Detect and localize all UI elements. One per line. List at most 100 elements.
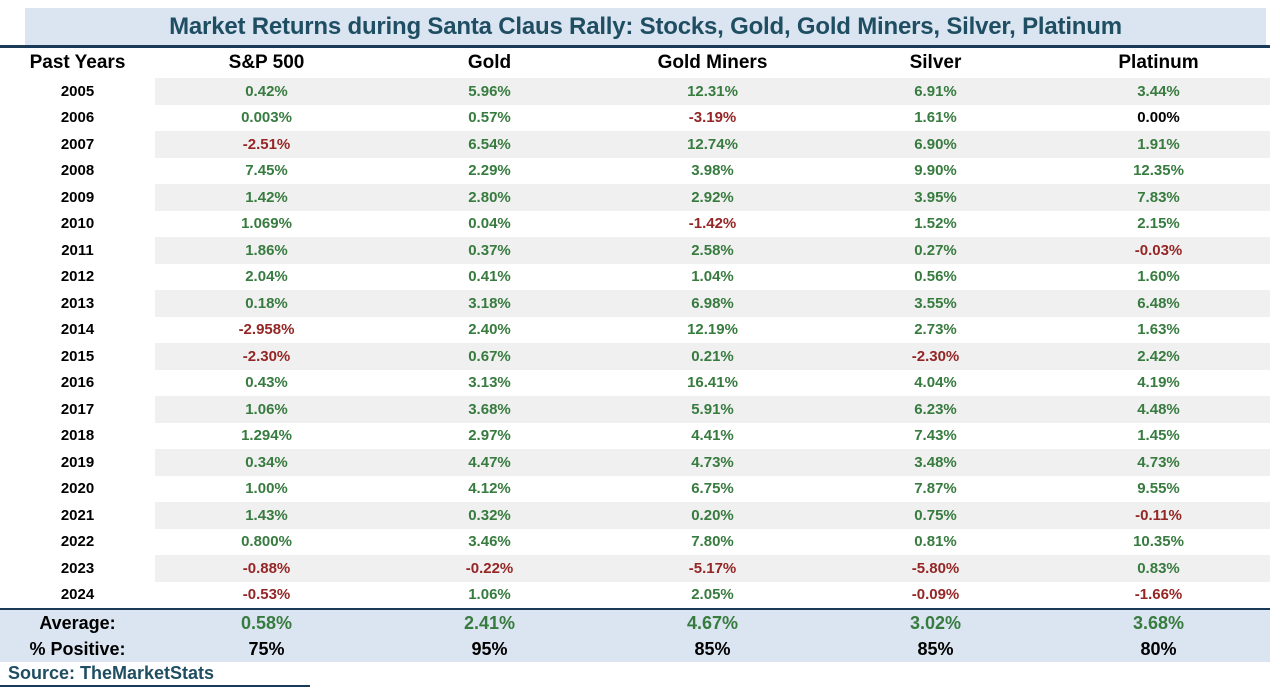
table-title-bar: Market Returns during Santa Claus Rally:…: [25, 8, 1266, 45]
percent-positive-gold: 95%: [471, 638, 508, 659]
year-cell: 2011: [61, 241, 94, 259]
return-value-cell: 1.86%: [155, 237, 378, 264]
return-value-cell: 1.06%: [468, 586, 511, 604]
average-value-gold-miners: 4.67%: [686, 612, 739, 633]
return-value-cell: 3.46%: [468, 533, 511, 551]
return-value-cell: 4.47%: [378, 449, 601, 476]
return-value-cell: -0.03%: [1047, 237, 1270, 264]
return-value-cell: 6.98%: [601, 290, 824, 317]
year-cell: 2016: [60, 374, 95, 392]
return-value-cell: 7.87%: [914, 480, 957, 498]
return-value-cell: 0.83%: [1047, 555, 1270, 582]
return-value-cell: 0.56%: [914, 268, 957, 286]
return-value-cell: 6.75%: [691, 480, 734, 498]
year-cell: 2023: [60, 559, 95, 577]
table-row-2019: 2019 0.34% 4.47% 4.73% 3.48% 4.73%: [0, 449, 1270, 476]
percent-positive-row: % Positive: 75% 95% 85% 85% 80%: [0, 636, 1270, 662]
column-header-gold: Gold: [467, 52, 512, 73]
table-row-2012: 2012 2.04% 0.41% 1.04% 0.56% 1.60%: [0, 264, 1270, 291]
return-value-cell: 2.05%: [691, 586, 734, 604]
table-row-2015: 2015 -2.30% 0.67% 0.21% -2.30% 2.42%: [0, 343, 1270, 370]
return-value-cell: 2.58%: [601, 237, 824, 264]
return-value-cell: 6.48%: [1047, 290, 1270, 317]
return-value-cell: 1.52%: [914, 215, 957, 233]
return-value-cell: 1.00%: [245, 480, 288, 498]
return-value-cell: -3.19%: [688, 109, 737, 127]
year-cell: 2020: [60, 480, 95, 498]
average-row: Average: 0.58% 2.41% 4.67% 3.02% 3.68%: [0, 610, 1270, 636]
return-value-cell: 0.43%: [245, 374, 288, 392]
percent-positive-silver: 85%: [917, 638, 954, 659]
return-value-cell: -0.53%: [242, 586, 291, 604]
return-value-cell: -0.22%: [378, 555, 601, 582]
table-row-2017: 2017 1.06% 3.68% 5.91% 6.23% 4.48%: [0, 396, 1270, 423]
return-value-cell: -2.958%: [238, 321, 295, 339]
return-value-cell: 2.15%: [1137, 215, 1180, 233]
return-value-cell: 0.41%: [468, 268, 511, 286]
return-value-cell: 0.00%: [1137, 109, 1180, 127]
return-value-cell: 4.73%: [1047, 449, 1270, 476]
table-row-2007: 2007 -2.51% 6.54% 12.74% 6.90% 1.91%: [0, 131, 1270, 158]
return-value-cell: 3.13%: [468, 374, 511, 392]
return-value-cell: -0.09%: [911, 586, 960, 604]
return-value-cell: 3.68%: [378, 396, 601, 423]
return-value-cell: 7.43%: [914, 427, 957, 445]
return-value-cell: -0.11%: [1047, 502, 1270, 529]
return-value-cell: 16.41%: [687, 374, 738, 392]
return-value-cell: 2.97%: [468, 427, 511, 445]
return-value-cell: 0.18%: [155, 290, 378, 317]
return-value-cell: 3.44%: [1047, 78, 1270, 105]
return-value-cell: -0.88%: [155, 555, 378, 582]
year-cell: 2014: [60, 321, 95, 339]
percent-positive-platinum: 80%: [1140, 638, 1177, 659]
source-row: Source: TheMarketStats: [8, 663, 214, 684]
table-row-2021: 2021 1.43% 0.32% 0.20% 0.75% -0.11%: [0, 502, 1270, 529]
return-value-cell: 0.67%: [378, 343, 601, 370]
return-value-cell: 6.91%: [824, 78, 1047, 105]
return-value-cell: 4.73%: [601, 449, 824, 476]
table-row-2010: 2010 1.069% 0.04% -1.42% 1.52% 2.15%: [0, 211, 1270, 238]
return-value-cell: 1.45%: [1137, 427, 1180, 445]
summary-divider-line: [0, 608, 1270, 610]
page-title: Market Returns during Santa Claus Rally:…: [169, 12, 1122, 40]
table-row-2018: 2018 1.294% 2.97% 4.41% 7.43% 1.45%: [0, 423, 1270, 450]
return-value-cell: 6.90%: [824, 131, 1047, 158]
average-value-platinum: 3.68%: [1132, 612, 1185, 633]
table-row-2008: 2008 7.45% 2.29% 3.98% 9.90% 12.35%: [0, 158, 1270, 185]
return-value-cell: 0.42%: [155, 78, 378, 105]
average-value-silver: 3.02%: [909, 612, 962, 633]
table-row-2005: 2005 0.42% 5.96% 12.31% 6.91% 3.44%: [0, 78, 1270, 105]
return-value-cell: 12.19%: [687, 321, 738, 339]
return-value-cell: -5.17%: [601, 555, 824, 582]
return-value-cell: 0.32%: [378, 502, 601, 529]
return-value-cell: 1.42%: [155, 184, 378, 211]
return-value-cell: -2.30%: [824, 343, 1047, 370]
year-cell: 2017: [60, 400, 95, 418]
return-value-cell: 2.92%: [601, 184, 824, 211]
return-value-cell: 12.35%: [1133, 162, 1184, 180]
return-value-cell: 0.34%: [155, 449, 378, 476]
year-cell: 2008: [60, 162, 95, 180]
return-value-cell: -5.80%: [824, 555, 1047, 582]
year-cell: 2005: [60, 82, 95, 100]
return-value-cell: -1.42%: [688, 215, 737, 233]
table-row-2022: 2022 0.800% 3.46% 7.80% 0.81% 10.35%: [0, 529, 1270, 556]
table-row-2006: 2006 0.003% 0.57% -3.19% 1.61% 0.00%: [0, 105, 1270, 132]
return-value-cell: 1.60%: [1137, 268, 1180, 286]
year-cell: 2022: [60, 533, 95, 551]
return-value-cell: 1.069%: [241, 215, 292, 233]
return-value-cell: 1.04%: [691, 268, 734, 286]
table-row-2014: 2014 -2.958% 2.40% 12.19% 2.73% 1.63%: [0, 317, 1270, 344]
return-value-cell: 1.63%: [1137, 321, 1180, 339]
return-value-cell: 0.81%: [914, 533, 957, 551]
year-cell: 2006: [60, 109, 95, 127]
year-cell: 2018: [60, 427, 95, 445]
return-value-cell: 0.800%: [241, 533, 292, 551]
average-value-gold: 2.41%: [463, 612, 516, 633]
return-value-cell: 9.90%: [914, 162, 957, 180]
average-value-sp500: 0.58%: [240, 612, 293, 633]
return-value-cell: -2.51%: [155, 131, 378, 158]
return-value-cell: 0.75%: [824, 502, 1047, 529]
year-cell: 2024: [60, 586, 95, 604]
